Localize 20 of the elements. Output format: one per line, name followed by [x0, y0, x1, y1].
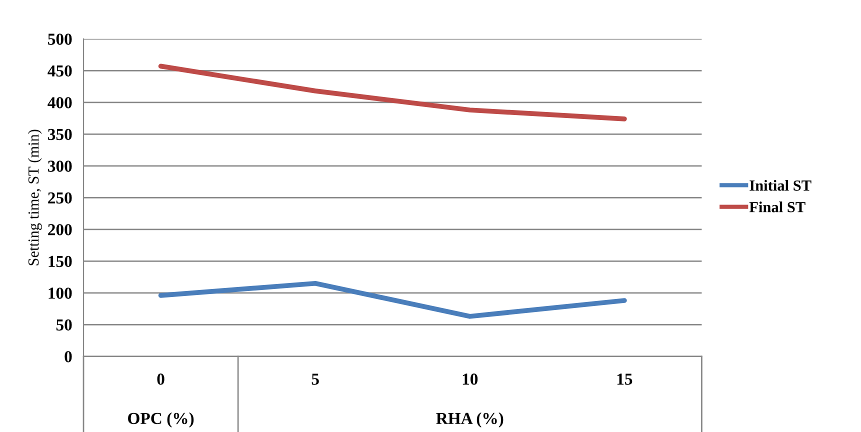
y-tick-label: 50 — [56, 319, 72, 331]
x-tick-label: 5 — [312, 374, 319, 385]
y-tick-label: 200 — [48, 224, 72, 236]
y-tick-label: 450 — [48, 65, 72, 77]
legend-label: Initial ST — [750, 180, 812, 191]
text: RHA (%) — [436, 412, 504, 428]
y-axis-title: Setting time, ST (min) — [28, 130, 42, 266]
y-tick-label: 400 — [48, 97, 72, 108]
y-tick-label: 100 — [48, 288, 72, 299]
legend-label: Final ST — [749, 202, 806, 212]
y-tick-label: 500 — [48, 34, 72, 45]
y-tick-label: 350 — [48, 128, 72, 140]
text: OPC (%) — [128, 412, 194, 428]
x-tick-label: 10 — [462, 374, 478, 385]
y-tick-label: 250 — [48, 192, 72, 204]
x-tick-label: 15 — [617, 374, 632, 385]
x-tick-label: 0 — [157, 374, 164, 385]
y-tick-label: 300 — [48, 160, 72, 172]
y-tick-label: 0 — [64, 351, 72, 362]
y-tick-label: 150 — [48, 256, 72, 268]
